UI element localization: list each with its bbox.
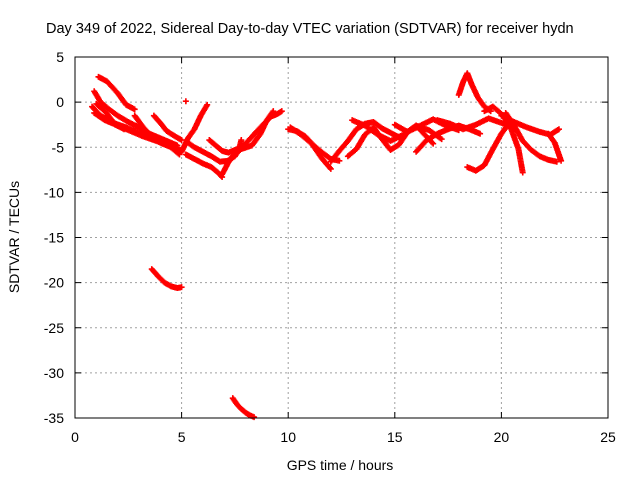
data-point	[178, 284, 185, 291]
y-tick-label: -30	[44, 365, 64, 381]
data-point	[553, 158, 560, 165]
data-point	[429, 139, 436, 146]
data-point	[477, 130, 484, 137]
axis-ticks: 0 5 10 15 20 25 5 0 -5 -10 -15 -20 -25 -30 -35	[44, 49, 616, 445]
chart-title: Day 349 of 2022, Sidereal Day-to-day VTE…	[46, 21, 574, 37]
data-point	[430, 140, 437, 147]
x-tick-label: 0	[71, 429, 79, 445]
data-point	[519, 169, 526, 176]
y-tick-label: -15	[44, 230, 64, 246]
data-point	[326, 164, 333, 171]
y-tick-label: 5	[56, 49, 64, 65]
data-point	[182, 98, 189, 105]
y-tick-label: -35	[44, 410, 64, 426]
data-point	[131, 106, 138, 113]
data-point	[238, 137, 245, 144]
y-tick-label: -10	[44, 184, 64, 200]
data-point	[278, 108, 285, 115]
y-tick-label: -25	[44, 320, 64, 336]
data-point	[336, 157, 343, 164]
data-points	[89, 70, 565, 421]
y-tick-label: 0	[56, 94, 64, 110]
data-point	[121, 126, 128, 133]
x-tick-label: 10	[280, 429, 296, 445]
data-point	[251, 414, 258, 421]
x-tick-label: 5	[178, 429, 186, 445]
y-tick-label: -5	[52, 139, 65, 155]
grid-lines	[75, 57, 608, 418]
y-tick-label: -20	[44, 275, 64, 291]
data-point	[204, 101, 211, 108]
x-tick-label: 20	[494, 429, 510, 445]
data-point	[327, 165, 334, 172]
y-axis-title: SDTVAR / TECUs	[6, 181, 22, 293]
data-point	[438, 136, 445, 143]
data-point	[558, 157, 565, 164]
x-tick-label: 15	[387, 429, 403, 445]
x-axis-title: GPS time / hours	[287, 457, 394, 473]
data-point	[555, 126, 562, 133]
x-tick-label: 25	[600, 429, 616, 445]
data-point	[178, 137, 185, 144]
